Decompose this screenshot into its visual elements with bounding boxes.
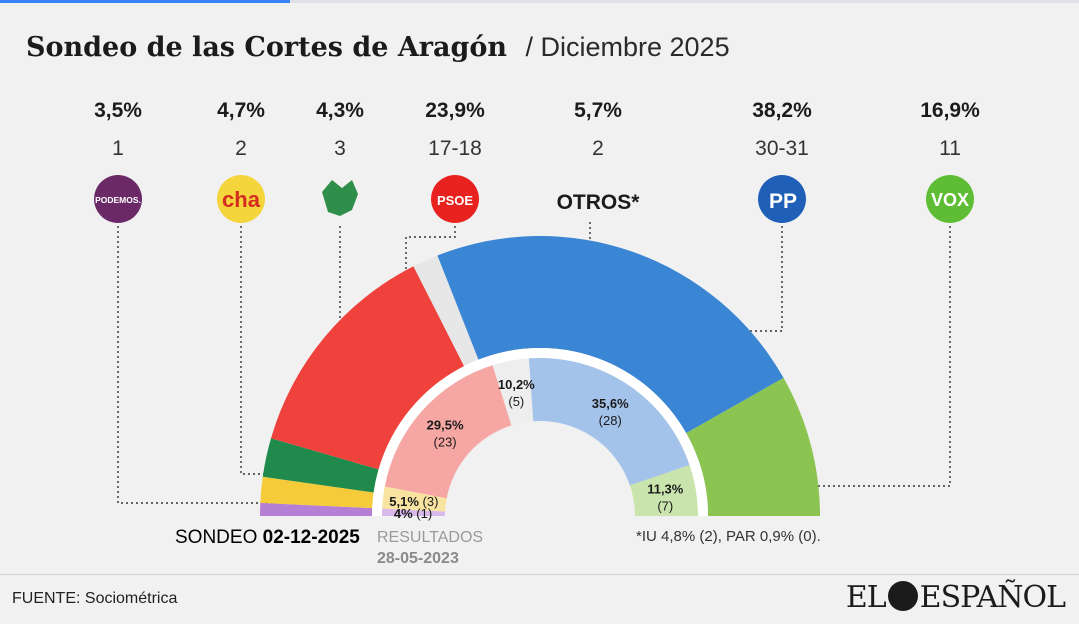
vox-logo: VOX bbox=[926, 175, 974, 223]
inner-pct-otros: 10,2% bbox=[498, 377, 535, 392]
connector-vox bbox=[768, 226, 951, 487]
outer-slice-pp bbox=[437, 236, 784, 434]
pp-logo-text: PP bbox=[769, 190, 797, 213]
outer-slice-otros bbox=[413, 255, 479, 367]
inner-seats-psoe: (23) bbox=[434, 435, 457, 450]
outer-slice-vox bbox=[686, 377, 820, 516]
inner-slice-podemos bbox=[382, 508, 446, 516]
inner-slice-vox bbox=[629, 465, 698, 516]
podemos-logo: PODEMOS. bbox=[94, 175, 142, 223]
pct-otros: 5,7% bbox=[574, 99, 622, 122]
psoe-logo-text: PSOE bbox=[437, 193, 473, 208]
aragon-teruel-existe-icon bbox=[316, 175, 364, 223]
title-block: Sondeo de las Cortes de Aragón / Diciemb… bbox=[26, 32, 730, 63]
vox-logo-text: VOX bbox=[931, 190, 969, 210]
hemicycle-chart: 4% (1)5,1% (3) 29,5% (23) 10,2% (5) 35,6% (28)… bbox=[94, 99, 980, 567]
inner-ring-resultados bbox=[382, 358, 698, 516]
top-bar bbox=[0, 0, 1079, 3]
outer-slice-cha bbox=[260, 476, 374, 509]
inner-slice-cha bbox=[382, 486, 447, 512]
connector-podemos bbox=[117, 226, 311, 504]
pct-psoe: 23,9% bbox=[425, 99, 485, 122]
footnote: *IU 4,8% (2), PAR 0,9% (0). bbox=[636, 528, 821, 545]
inner-slice-pp bbox=[528, 358, 690, 486]
map-shape-icon bbox=[322, 180, 358, 216]
inner-pct-vox: 11,3% bbox=[647, 481, 684, 496]
resultados-date: 28-05-2023 bbox=[377, 550, 459, 567]
seats-cha: 2 bbox=[235, 137, 247, 160]
seats-vox: 11 bbox=[939, 137, 961, 160]
inner-seats-pp: (28) bbox=[599, 413, 622, 428]
inner-seats-vox: (7) bbox=[657, 498, 673, 513]
party-logos: PODEMOS. cha PSOE OTROS* PP VOX bbox=[94, 175, 974, 223]
pct-podemos: 3,5% bbox=[94, 99, 142, 122]
outer-slice-aragon-teruel-existe bbox=[262, 438, 379, 493]
seats-aragon-teruel-existe: 3 bbox=[334, 137, 346, 160]
footer-divider bbox=[0, 574, 1079, 575]
cha-logo-text: cha bbox=[222, 187, 261, 212]
inner-pct-psoe: 29,5% bbox=[427, 418, 464, 433]
otros-logo-text: OTROS* bbox=[557, 191, 641, 214]
outer-slice-podemos bbox=[260, 502, 373, 516]
connector-psoe bbox=[405, 226, 456, 345]
party-headers: 3,5% 1 4,7% 2 4,3% 3 23,9% 17-18 5,7% 2 38,2% 30-31… bbox=[94, 99, 980, 160]
outer-ring-sondeo bbox=[260, 236, 820, 516]
seats-pp: 30-31 bbox=[755, 137, 809, 160]
resultados-label: RESULTADOS bbox=[377, 529, 483, 546]
inner-label-podemos: 4% (1) bbox=[394, 506, 432, 521]
seats-otros: 2 bbox=[592, 137, 604, 160]
seats-psoe: 17-18 bbox=[428, 137, 482, 160]
sondeo-label: SONDEO 02-12-2025 bbox=[175, 527, 360, 548]
pp-logo: PP bbox=[758, 175, 806, 223]
chart-subtitle: / Diciembre 2025 bbox=[525, 32, 730, 62]
seats-podemos: 1 bbox=[112, 137, 124, 160]
inner-slice-psoe bbox=[384, 365, 512, 499]
inner-seats-otros: (5) bbox=[508, 394, 524, 409]
podemos-logo-text: PODEMOS. bbox=[95, 195, 141, 205]
chart-title: Sondeo de las Cortes de Aragón bbox=[26, 32, 508, 63]
top-bar-accent bbox=[0, 0, 290, 3]
pct-aragon-teruel-existe: 4,3% bbox=[316, 99, 364, 122]
lion-icon bbox=[887, 581, 918, 611]
brand-logo: EL ESPAÑOL bbox=[845, 580, 1066, 615]
brand-right: ESPAÑOL bbox=[919, 580, 1066, 615]
inner-slice-otros bbox=[492, 358, 534, 426]
pct-pp: 38,2% bbox=[752, 99, 812, 122]
cha-logo: cha bbox=[217, 175, 265, 223]
inner-pct-pp: 35,6% bbox=[592, 396, 629, 411]
inner-ring-labels: 4% (1)5,1% (3) 29,5% (23) 10,2% (5) 35,6% (28)… bbox=[389, 377, 683, 521]
brand-left: EL bbox=[845, 580, 887, 615]
outer-slice-psoe bbox=[271, 266, 465, 470]
pct-cha: 4,7% bbox=[217, 99, 265, 122]
psoe-logo: PSOE bbox=[431, 175, 479, 223]
inner-label-cha: 5,1% (3) bbox=[389, 494, 438, 509]
pct-vox: 16,9% bbox=[920, 99, 980, 122]
source-text: FUENTE: Sociométrica bbox=[12, 590, 178, 607]
